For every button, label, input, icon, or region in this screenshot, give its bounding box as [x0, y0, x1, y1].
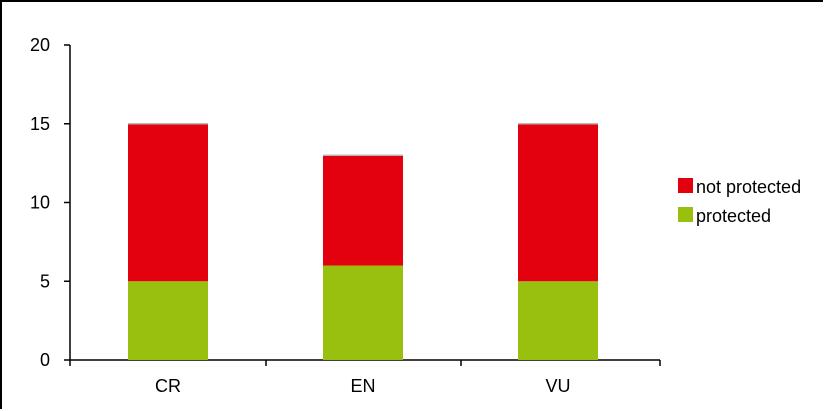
y-tick-label: 5 — [40, 271, 50, 291]
y-axis: 0 5 10 15 20 — [30, 35, 71, 370]
legend-label: not protected — [696, 177, 801, 197]
bar-en-not-protected — [323, 155, 403, 266]
x-tick-label: EN — [350, 376, 375, 396]
x-tick-label: VU — [545, 376, 570, 396]
bar-en-protected — [323, 265, 403, 360]
x-axis: CR EN VU — [69, 359, 661, 396]
bar-vu-protected — [518, 281, 598, 360]
y-tick-label: 0 — [40, 350, 50, 370]
y-tick-label: 10 — [30, 193, 50, 213]
bar-cr-protected — [128, 281, 208, 360]
bar-vu-not-protected — [518, 123, 598, 282]
legend-swatch — [678, 178, 693, 193]
bar-cr-not-protected — [128, 123, 208, 282]
legend: not protected protected — [678, 177, 801, 226]
x-tick-label: CR — [155, 376, 181, 396]
y-tick-label: 20 — [30, 35, 50, 55]
y-tick-label: 15 — [30, 114, 50, 134]
bars — [128, 123, 598, 360]
legend-label: protected — [696, 206, 771, 226]
legend-swatch — [678, 207, 693, 222]
